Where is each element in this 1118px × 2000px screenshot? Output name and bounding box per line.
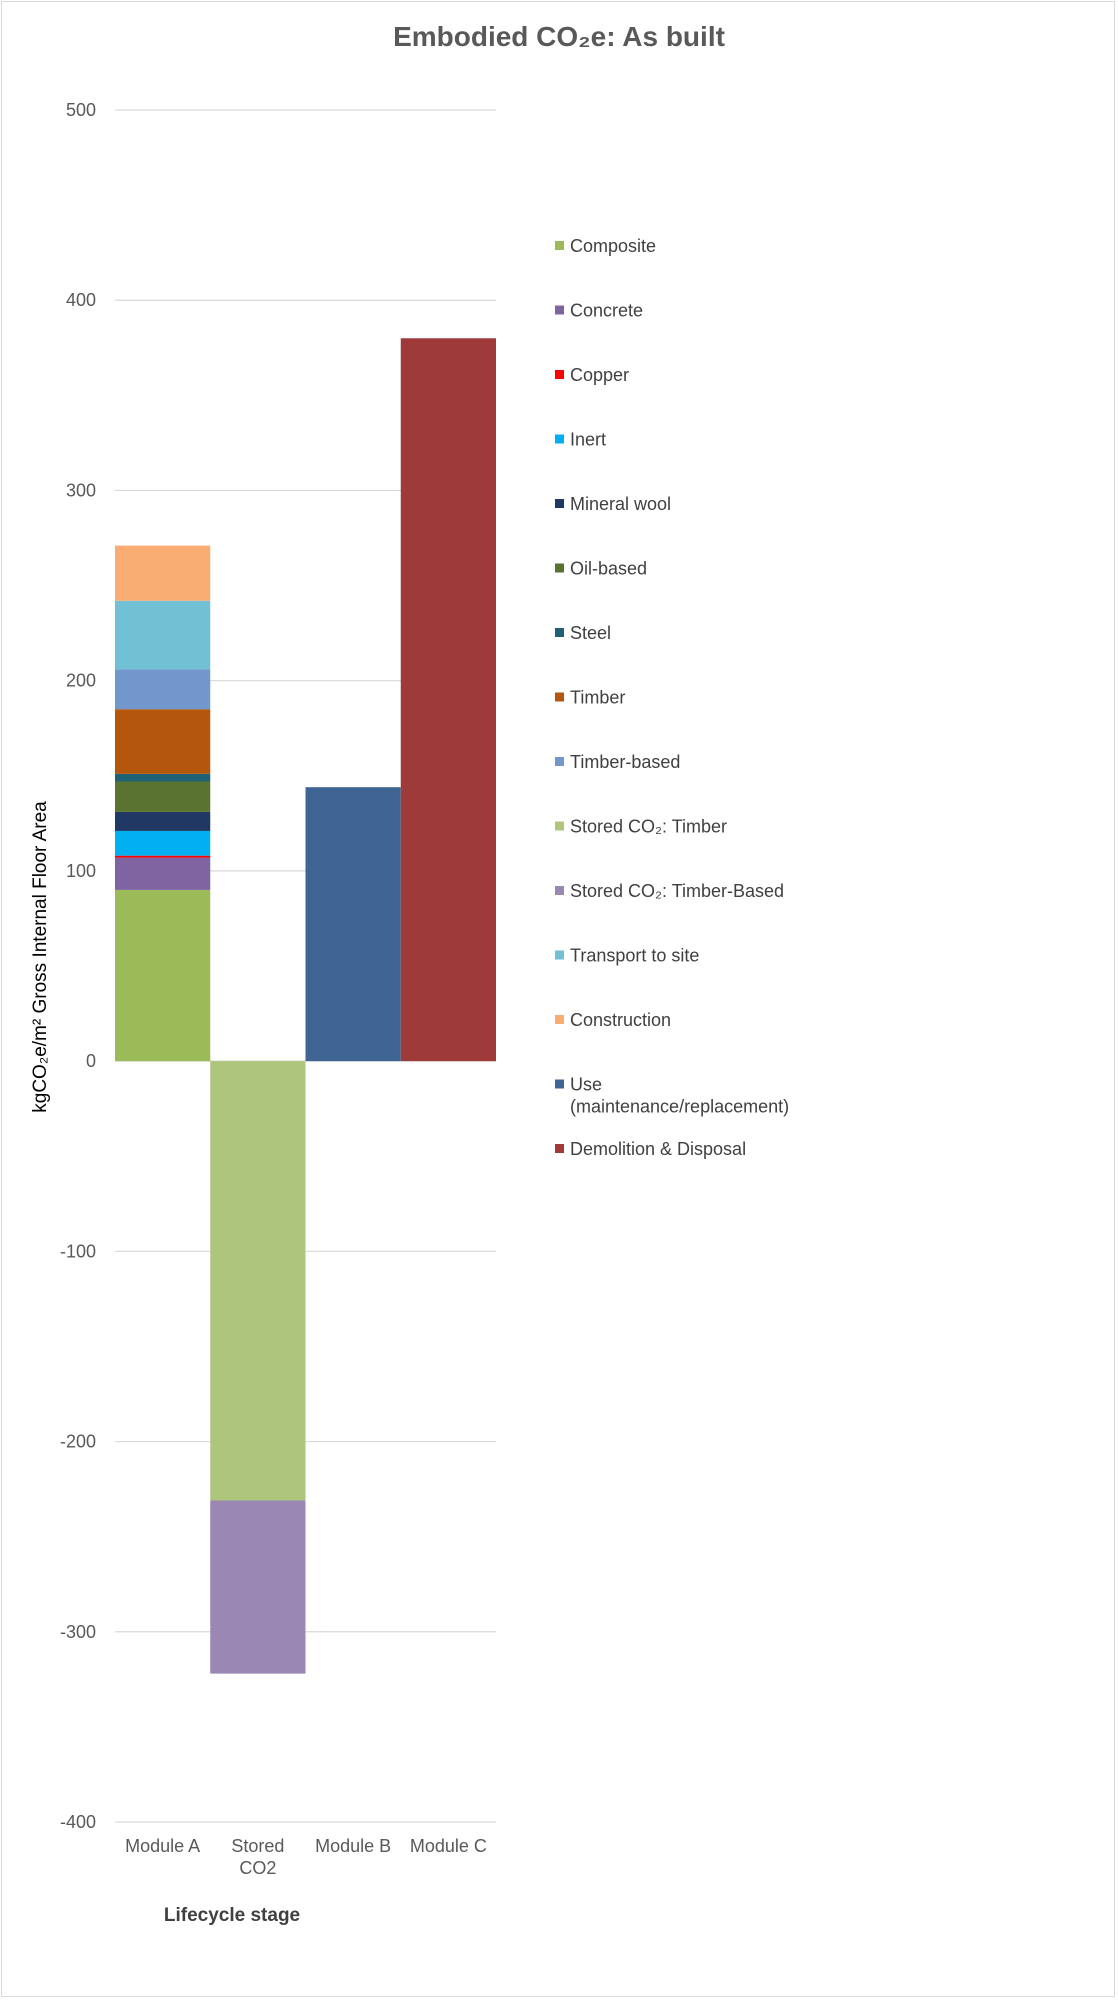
legend-label: Mineral wool <box>570 494 671 514</box>
y-tick-label: 400 <box>66 290 96 310</box>
legend-item: Inert <box>555 430 606 450</box>
x-tick-label: Stored CO2 <box>231 1836 284 1878</box>
legend-label: Stored CO₂: Timber-Based <box>570 881 784 901</box>
bar-segment <box>305 787 401 1062</box>
bar-segment <box>115 889 211 1062</box>
bar-segment <box>115 811 211 831</box>
legend-item: Steel <box>555 623 611 643</box>
legend-swatch <box>555 305 564 315</box>
bar-segment <box>115 709 211 774</box>
x-tick-label: Module C <box>410 1836 487 1856</box>
legend-swatch <box>555 1079 564 1089</box>
bars <box>115 338 496 1674</box>
legend-label: Transport to site <box>570 946 699 966</box>
legend-label: Demolition & Disposal <box>570 1139 746 1159</box>
legend-swatch <box>555 434 564 444</box>
legend-swatch <box>555 241 564 250</box>
y-tick-label: -100 <box>60 1241 96 1261</box>
legend-item: Composite <box>555 236 656 256</box>
legend-item: Stored CO₂: Timber <box>555 817 727 837</box>
legend-item: Timber-based <box>555 752 680 772</box>
y-tick-label: 0 <box>86 1051 96 1071</box>
bar-segment <box>400 338 496 1062</box>
legend-label: Timber-based <box>570 752 680 772</box>
legend-item: Use (maintenance/replacement) <box>555 1075 789 1117</box>
y-tick-label: 100 <box>66 861 96 881</box>
legend-label: Steel <box>570 623 611 643</box>
legend-item: Copper <box>555 365 629 385</box>
legend-item: Concrete <box>555 301 643 321</box>
legend-swatch <box>555 370 564 379</box>
legend-swatch <box>555 1015 564 1024</box>
bar-segment <box>115 545 211 601</box>
legend-item: Demolition & Disposal <box>555 1139 746 1159</box>
bar-segment <box>115 669 211 710</box>
bar-segment <box>115 773 211 782</box>
bar-segment <box>115 830 211 856</box>
legend-swatch <box>555 692 564 702</box>
legend-item: Stored CO₂: Timber-Based <box>555 881 784 901</box>
legend-label: Stored CO₂: Timber <box>570 817 727 837</box>
bar-segment <box>210 1500 306 1674</box>
bar-segment <box>210 1061 306 1501</box>
legend-item: Construction <box>555 1010 671 1030</box>
legend-item: Transport to site <box>555 946 699 966</box>
legend-swatch <box>555 563 564 573</box>
chart-title: Embodied CO₂e: As built <box>393 21 725 52</box>
legend-item: Timber <box>555 688 625 708</box>
y-tick-label: -200 <box>60 1432 96 1452</box>
legend-label: Concrete <box>570 301 643 321</box>
legend-label: Timber <box>570 688 625 708</box>
legend-swatch <box>555 821 564 831</box>
y-axis-title: kgCO₂e/m² Gross Internal Floor Area <box>30 801 51 1113</box>
bar-segment <box>115 857 211 890</box>
y-tick-label: 300 <box>66 480 96 500</box>
legend-label: Inert <box>570 430 606 450</box>
legend-label: Oil-based <box>570 559 647 579</box>
y-tick-label: 500 <box>66 100 96 120</box>
legend-swatch <box>555 886 564 895</box>
bar-segment <box>115 600 211 670</box>
legend-item: Mineral wool <box>555 494 671 514</box>
legend-swatch <box>555 499 564 508</box>
y-tick-label: 200 <box>66 671 96 691</box>
legend-swatch <box>555 1144 564 1153</box>
bar-segment <box>115 781 211 812</box>
legend-swatch <box>555 628 564 637</box>
legend-label: Copper <box>570 365 629 385</box>
legend-label: Use (maintenance/replacement) <box>570 1075 789 1117</box>
bar-segment <box>115 855 211 858</box>
legend-swatch <box>555 950 564 960</box>
x-tick-label: Module B <box>315 1836 391 1856</box>
legend: Composite Concrete Copper Inert Mineral wool… <box>555 236 789 1159</box>
x-axis-title: Lifecycle stage <box>164 1905 300 1926</box>
y-axis-ticks: 500 400 300 200 100 0 -100 -200 -300 -400 <box>60 100 96 1832</box>
legend-swatch <box>555 757 564 766</box>
y-tick-label: -400 <box>60 1812 96 1832</box>
legend-label: Construction <box>570 1010 671 1030</box>
legend-item: Oil-based <box>555 559 647 579</box>
legend-label: Composite <box>570 236 656 256</box>
y-tick-label: -300 <box>60 1622 96 1642</box>
x-axis-ticks: Module A Stored CO2 Module B Module C <box>125 1836 487 1878</box>
x-tick-label: Module A <box>125 1836 200 1856</box>
